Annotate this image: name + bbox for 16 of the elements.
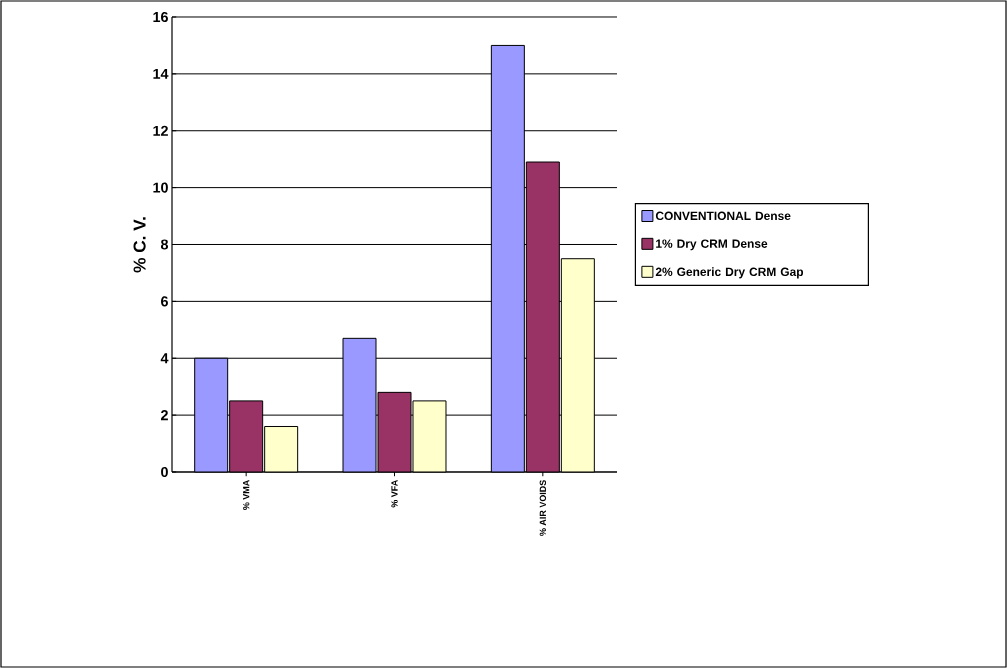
x-tick-label: % VFA [391, 480, 398, 508]
y-tick-label: 10 [153, 182, 168, 193]
y-tick-label: 0 [161, 466, 168, 478]
legend-label: 1% Dry CRM Dense [656, 239, 768, 251]
y-tick-label: 4 [160, 353, 169, 364]
legend-label: 2% Generic Dry CRM Gap [655, 267, 804, 279]
x-tick-label: % AIR VOIDS [539, 480, 547, 536]
x-tick-label: % VMA [243, 480, 250, 510]
legend-label: CONVENTIONAL Dense [655, 211, 791, 221]
y-tick-label: 16 [153, 11, 168, 23]
y-axis-title: % C. V. [133, 217, 146, 273]
y-tick-label: 6 [161, 296, 168, 307]
y-tick-label: 8 [160, 239, 169, 250]
y-tick-label: 2 [161, 410, 168, 421]
y-tick-label: 14 [153, 68, 169, 79]
y-tick-label: 12 [153, 125, 168, 136]
